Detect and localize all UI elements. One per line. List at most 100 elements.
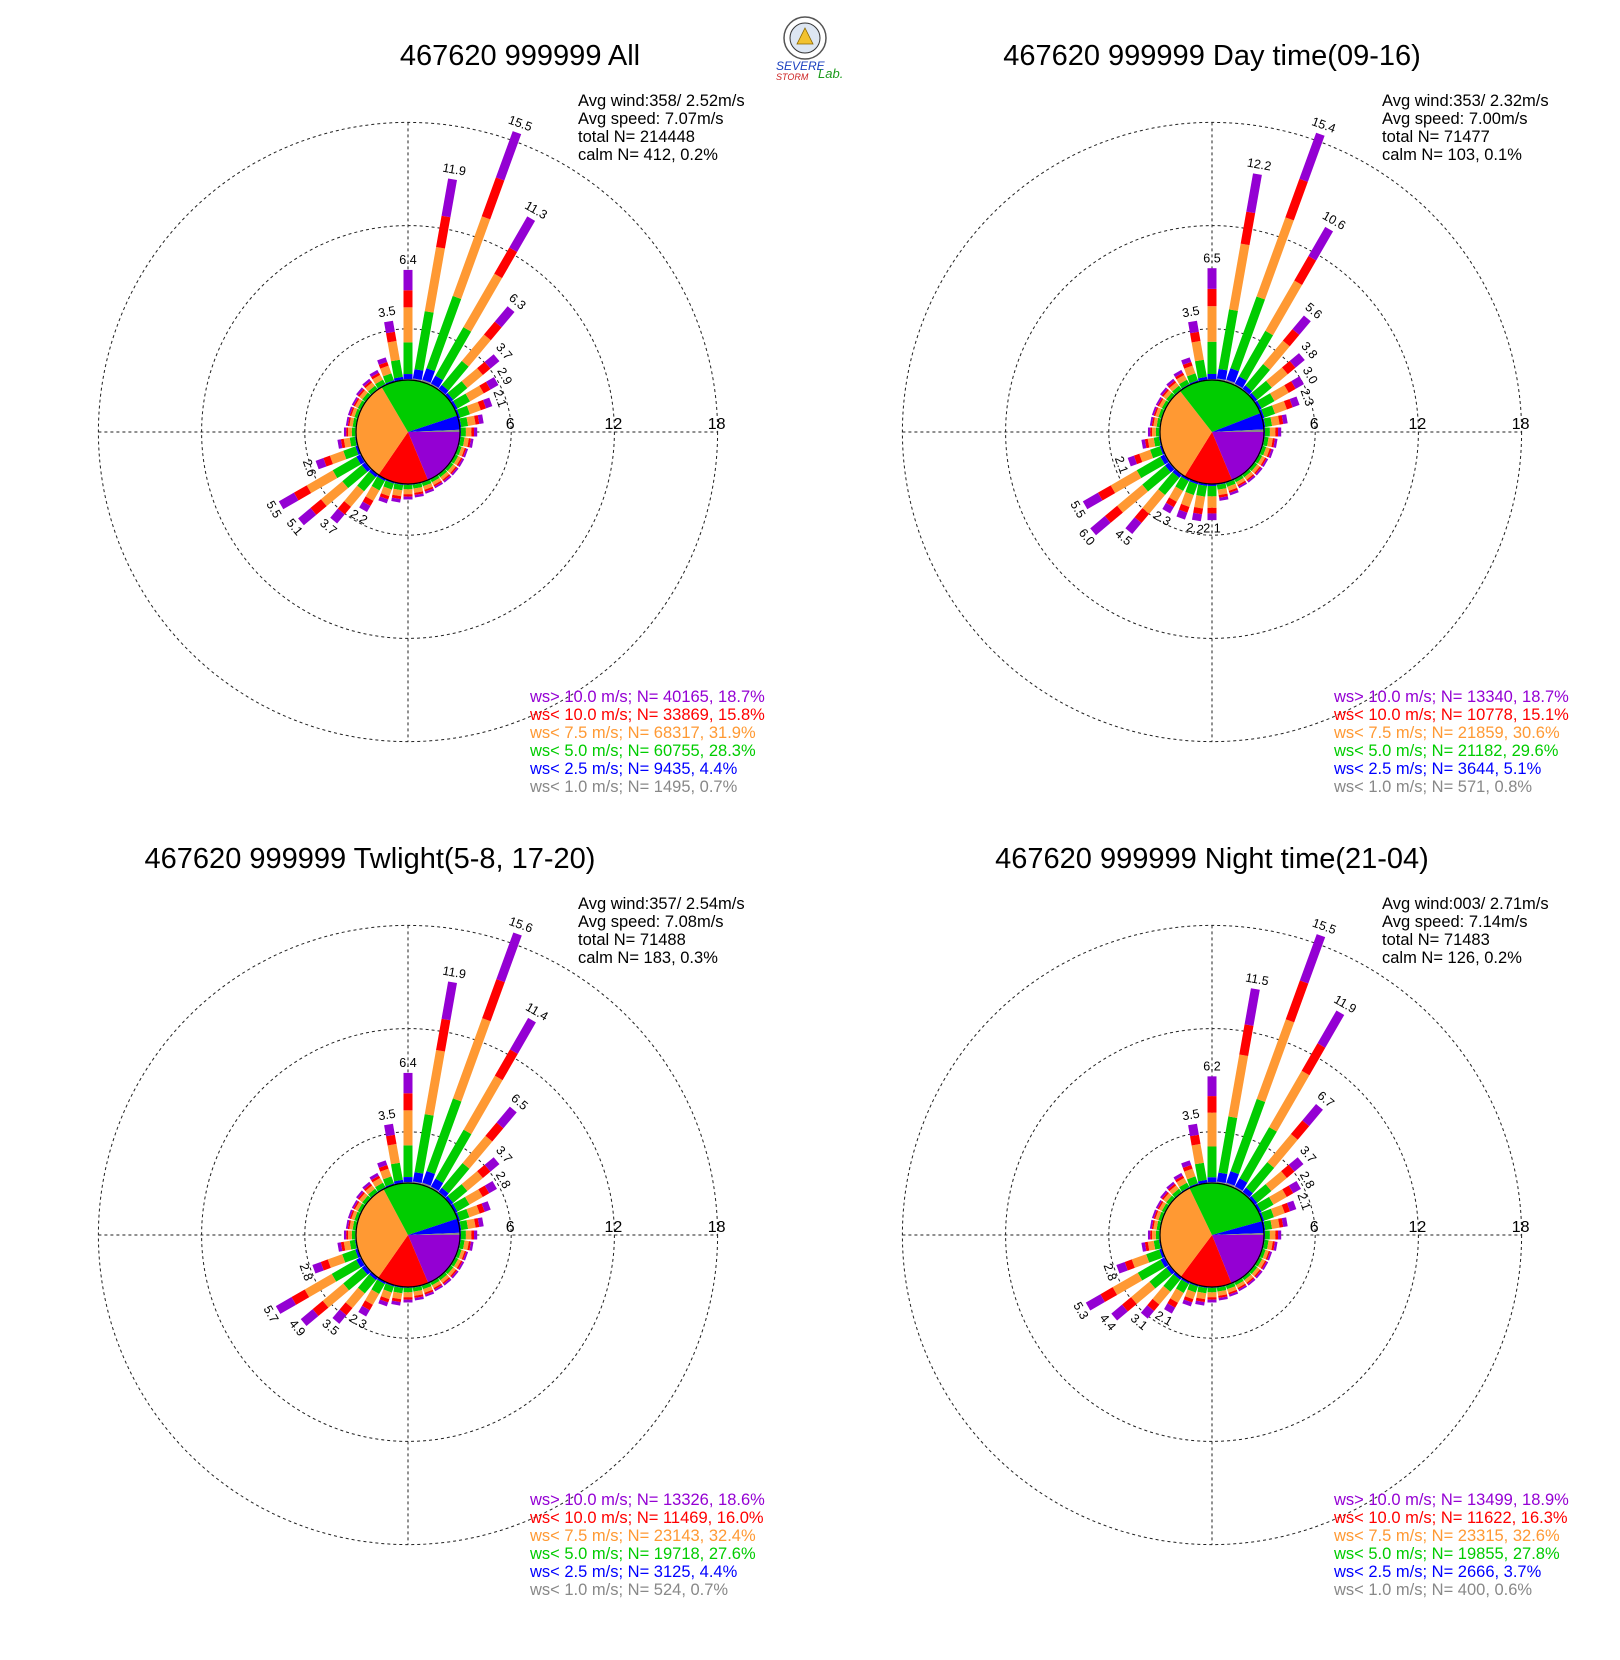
bar-segment-ws-lt7_5 [359, 1193, 368, 1203]
bar-segment-ws-lt2_5 [1160, 454, 1169, 465]
bar-segment-ws-gt10 [496, 932, 522, 983]
direction-bar [455, 1201, 491, 1222]
bar-segment-ws-lt7_5 [403, 489, 413, 495]
bar-segment-ws-lt10 [337, 501, 352, 515]
panel-title: 467620 999999 Night time(21-04) [995, 843, 1429, 875]
bar-segment-ws-lt2_5 [403, 374, 413, 380]
legend-entry: ws< 1.0 m/s; N= 524, 0.7% [529, 1581, 728, 1599]
info-line3: total N= 71483 [1382, 931, 1490, 949]
bar-segment-ws-lt10 [1097, 485, 1116, 501]
bar-segment-ws-lt7_5 [1244, 1274, 1254, 1283]
bar-segment-ws-lt10 [1193, 507, 1204, 515]
info-line3: total N= 71488 [578, 931, 686, 949]
bar-value-label: 6.4 [399, 253, 416, 267]
bar-segment-ws-gt10 [1085, 1294, 1105, 1311]
bar-segment-ws-lt5 [403, 1287, 413, 1293]
direction-bar [460, 427, 478, 437]
bar-segment-ws-gt10 [1228, 1291, 1239, 1297]
bar-segment-ws-lt7_5 [327, 1254, 346, 1268]
bar-segment-ws-lt7_5 [1272, 401, 1287, 414]
bar-segment-ws-lt7_5 [1158, 1201, 1167, 1212]
bar-segment-ws-gt10 [275, 1297, 297, 1314]
bar-segment-ws-lt5 [1234, 1278, 1244, 1286]
bar-segment-ws-gt10 [1247, 1278, 1256, 1286]
direction-bar [1111, 1264, 1176, 1321]
direction-bar [315, 445, 361, 470]
bar-segment-ws-lt10 [1239, 1024, 1254, 1057]
bar-segment-ws-lt5 [435, 1129, 472, 1184]
bar-segment-ws-lt10 [347, 1220, 351, 1230]
bar-segment-ws-lt5 [331, 1259, 361, 1282]
bar-segment-ws-lt7_5 [1139, 449, 1154, 463]
bar-segment-ws-lt2_5 [369, 1272, 378, 1281]
bar-segment-ws-lt2_5 [361, 1265, 371, 1275]
bar-segment-ws-lt10 [1207, 1297, 1217, 1300]
bar-segment-ws-gt10 [1162, 502, 1174, 514]
bar-segment-ws-lt1 [430, 1186, 439, 1193]
bar-segment-ws-lt7_5 [380, 486, 392, 497]
bar-segment-ws-gt10 [1151, 1209, 1157, 1219]
direction-bar [1090, 461, 1176, 536]
bar-segment-ws-gt10 [1262, 458, 1269, 468]
bar-segment-ws-lt10 [1246, 474, 1255, 482]
bar-segment-ws-gt10 [1317, 1010, 1345, 1048]
bar-segment-ws-lt10 [1183, 1296, 1194, 1303]
bar-segment-ws-lt7_5 [403, 307, 413, 343]
bar-segment-ws-lt7_5 [1169, 382, 1179, 392]
bar-segment-ws-lt5 [371, 1279, 385, 1295]
bar-segment-ws-gt10 [1125, 517, 1142, 535]
bar-segment-ws-lt7_5 [1265, 280, 1303, 336]
bar-segment-ws-lt7_5 [1152, 427, 1156, 437]
bar-segment-ws-gt10 [495, 131, 522, 181]
bar-segment-ws-lt10 [1167, 380, 1177, 389]
bar-segment-ws-lt5 [357, 471, 376, 492]
bar-segment-ws-lt7_5 [431, 477, 442, 486]
bar-segment-ws-lt7_5 [349, 417, 355, 427]
legend-entry: ws< 2.5 m/s; N= 2666, 3.7% [1333, 1563, 1542, 1581]
logo-text-severe: SEVERE [776, 59, 826, 73]
legend-entry: ws< 2.5 m/s; N= 3125, 4.4% [529, 1563, 738, 1581]
bar-segment-ws-lt1 [421, 379, 431, 385]
bar-segment-ws-lt5 [1263, 1239, 1269, 1250]
bar-segment-ws-gt10 [403, 1299, 413, 1303]
bar-segment-ws-lt7_5 [1158, 398, 1167, 409]
bar-segment-ws-gt10 [1288, 1157, 1304, 1172]
pie-slice-ws-lt10 [1180, 1235, 1232, 1287]
ring-label: 12 [1409, 1219, 1427, 1236]
legend-entry: ws< 10.0 m/s; N= 11469, 16.0% [529, 1509, 764, 1527]
bar-segment-ws-lt5 [1161, 1203, 1169, 1213]
bar-segment-ws-lt7_5 [365, 382, 375, 392]
info-line4: calm N= 412, 0.2% [578, 146, 718, 164]
bar-segment-ws-lt2_5 [1259, 409, 1265, 419]
bar-segment-ws-lt2_5 [1159, 1248, 1165, 1258]
bar-segment-ws-lt10 [1207, 507, 1217, 514]
bar-segment-ws-lt7_5 [343, 437, 352, 448]
direction-bar [458, 1239, 474, 1251]
bar-segment-ws-lt5 [393, 483, 404, 491]
bar-segment-ws-lt5 [455, 1248, 462, 1259]
bar-segment-ws-gt10 [343, 427, 347, 437]
bar-segment-ws-lt2_5 [1181, 1278, 1190, 1284]
bar-segment-ws-gt10 [1302, 1103, 1323, 1127]
bar-segment-ws-lt10 [1260, 1260, 1267, 1270]
bar-segment-ws-lt7_5 [1235, 477, 1246, 486]
bar-segment-ws-lt5 [352, 1220, 358, 1231]
bar-segment-ws-gt10 [485, 377, 499, 390]
wind-rose-panel: 467620 999999 Night time(21-04) 6 12 18 6.2 1… [901, 843, 1569, 1599]
bar-segment-ws-lt5 [351, 427, 356, 437]
direction-bar [343, 1230, 356, 1240]
bar-segment-ws-lt5 [349, 1239, 357, 1250]
direction-bar [458, 436, 474, 448]
bar-segment-ws-lt2_5 [412, 1172, 424, 1183]
bar-segment-ws-lt7_5 [447, 1267, 456, 1277]
bar-segment-ws-lt10 [414, 491, 424, 496]
bar-segment-ws-gt10 [1229, 489, 1239, 496]
bar-segment-ws-lt5 [1230, 1098, 1266, 1175]
wind-rose-panel: 467620 999999 Twlight(5-8, 17-20) 6 12 18 6.… [97, 843, 765, 1599]
bar-segment-ws-gt10 [362, 378, 371, 387]
bar-segment-ws-lt5 [390, 1162, 403, 1182]
bar-segment-ws-lt7_5 [463, 273, 503, 332]
bar-segment-ws-lt5 [459, 417, 469, 428]
bar-segment-ws-lt10 [1190, 1134, 1201, 1146]
